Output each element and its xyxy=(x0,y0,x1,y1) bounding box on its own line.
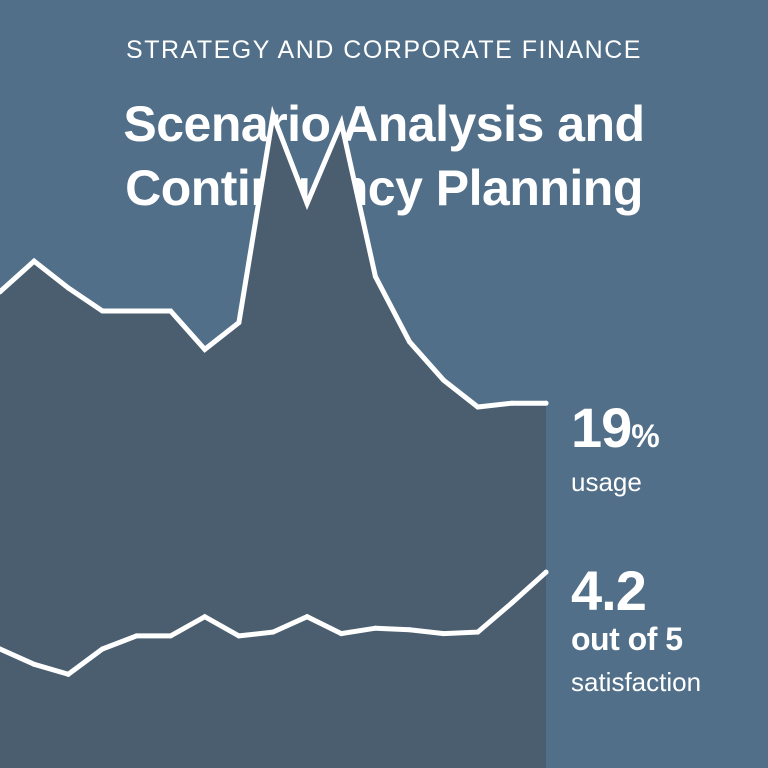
usage-unit: % xyxy=(631,418,660,454)
satisfaction-point-9 xyxy=(304,614,310,620)
satisfaction-point-14 xyxy=(475,629,481,635)
usage-point-12 xyxy=(407,339,412,345)
satisfaction-point-0 xyxy=(0,646,3,652)
title-line-1: Scenario Analysis and xyxy=(123,96,645,152)
satisfaction-point-6 xyxy=(202,614,208,620)
satisfaction-point-8 xyxy=(270,629,276,635)
usage-point-16 xyxy=(543,400,549,406)
usage-point-5 xyxy=(168,308,174,314)
satisfaction-point-1 xyxy=(31,661,37,667)
satisfaction-value: 4.2 xyxy=(571,559,647,622)
usage-point-2 xyxy=(65,285,71,291)
satisfaction-label: satisfaction xyxy=(571,667,702,697)
title-line-2: Contingency Planning xyxy=(125,160,643,216)
satisfaction-point-10 xyxy=(338,631,344,637)
usage-point-0 xyxy=(0,289,3,295)
usage-point-4 xyxy=(134,308,139,314)
satisfaction-point-2 xyxy=(65,671,71,677)
usage-point-7 xyxy=(236,320,242,326)
usage-point-15 xyxy=(509,400,515,406)
usage-stat: 19% usage xyxy=(571,400,660,497)
page-title: Scenario Analysis and Contingency Planni… xyxy=(0,92,768,220)
satisfaction-point-7 xyxy=(236,633,242,639)
satisfaction-point-12 xyxy=(407,627,412,633)
usage-point-13 xyxy=(441,377,447,383)
satisfaction-scale: out of 5 xyxy=(571,621,683,657)
usage-point-10 xyxy=(338,120,344,126)
satisfaction-point-3 xyxy=(99,646,105,652)
usage-point-3 xyxy=(99,308,105,314)
usage-point-8 xyxy=(270,112,276,118)
satisfaction-point-16 xyxy=(543,569,549,575)
satisfaction-point-4 xyxy=(134,633,139,639)
satisfaction-stat: 4.2 out of 5 satisfaction xyxy=(571,559,702,697)
usage-point-6 xyxy=(202,346,208,352)
satisfaction-point-11 xyxy=(372,625,378,631)
usage-value-row: 19% xyxy=(571,400,660,456)
category-eyebrow: STRATEGY AND CORPORATE FINANCE xyxy=(126,36,642,64)
usage-label: usage xyxy=(571,467,642,497)
usage-point-1 xyxy=(31,258,37,264)
satisfaction-point-15 xyxy=(509,600,515,606)
usage-value: 19 xyxy=(571,396,632,459)
usage-area-fill xyxy=(0,115,546,768)
usage-point-9 xyxy=(304,201,310,207)
usage-point-14 xyxy=(475,404,481,410)
satisfaction-point-13 xyxy=(441,631,447,637)
satisfaction-point-5 xyxy=(168,633,174,639)
usage-point-11 xyxy=(372,273,378,279)
